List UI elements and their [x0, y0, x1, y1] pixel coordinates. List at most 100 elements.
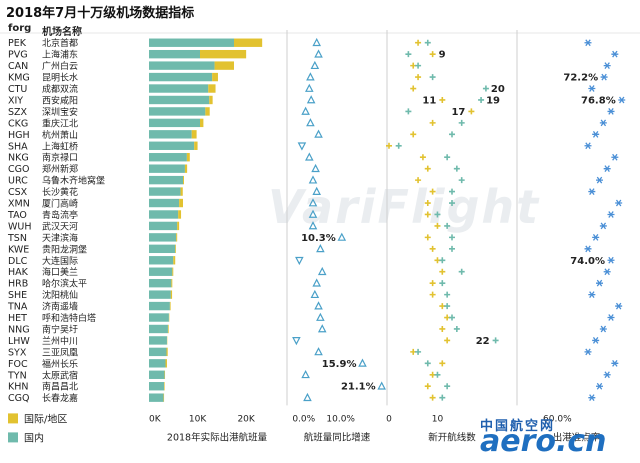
airport-code: XIY: [8, 95, 23, 106]
legend-label: 国内: [24, 431, 44, 444]
bar-international: [169, 301, 171, 311]
yoy-marker: [317, 324, 327, 333]
airport-name: 呼和浩特白塔: [42, 312, 96, 324]
column-header-name: 机场名称: [42, 27, 82, 38]
airport-name: 深圳宝安: [42, 106, 78, 118]
bar-international: [179, 198, 183, 208]
yoy-marker: [305, 152, 314, 161]
new-routes-domestic-marker: [482, 85, 489, 92]
bar-domestic: [149, 370, 165, 379]
new-routes-domestic-marker: [405, 108, 412, 115]
airport-name: 贵阳龙洞堡: [42, 243, 87, 255]
legend-label: 国际/地区: [24, 412, 67, 425]
airport-name: 北京首都: [42, 37, 78, 49]
tick-label: 20K: [237, 414, 255, 424]
airport-code: KWE: [8, 244, 29, 255]
bar-international: [184, 164, 188, 173]
yoy-marker: [314, 301, 323, 310]
bar-domestic: [149, 95, 210, 105]
punctuality-marker: [607, 314, 615, 321]
new-routes-domestic-marker: [405, 51, 412, 58]
punctuality-marker: [592, 233, 600, 241]
bar-international: [180, 187, 183, 196]
bar-domestic: [149, 347, 167, 357]
bar-domestic: [149, 221, 178, 231]
new-routes-domestic-marker: [449, 245, 455, 252]
airport-name: 南京禄口: [42, 152, 78, 164]
bar-domestic: [149, 61, 215, 70]
airport-name: 南宁吴圩: [42, 323, 78, 335]
new-routes-domestic-marker: [444, 303, 451, 310]
watermark: VariFlight: [268, 180, 541, 234]
airport-name: 天津滨海: [42, 232, 78, 244]
new-routes-domestic-marker: [449, 234, 455, 241]
punctuality-marker: [596, 176, 603, 184]
new-routes-intl-marker: [429, 119, 436, 126]
airport-code: CGQ: [8, 393, 29, 404]
yoy-marker: [303, 392, 312, 402]
new-routes-intl-marker: [424, 200, 431, 207]
airport-code: SYX: [8, 347, 27, 358]
punctuality-marker: [584, 142, 592, 150]
bar-international: [170, 290, 173, 299]
bar-international: [175, 244, 176, 254]
airport-name: 长春龙嘉: [42, 392, 78, 404]
bar-domestic: [149, 164, 185, 173]
bar-domestic: [149, 38, 234, 47]
punctuality-marker: [584, 39, 592, 47]
bar-domestic: [149, 49, 200, 59]
axis-label: 出港准点率: [553, 431, 601, 443]
axis-label: 新开航线数: [428, 431, 476, 443]
new-routes-domestic-marker: [449, 188, 455, 195]
airport-name: 西安咸阳: [42, 94, 78, 106]
column-header-code: forg: [8, 23, 32, 34]
punctuality-marker: [596, 279, 603, 287]
punctuality-marker: [584, 245, 592, 253]
punctuality-marker: [618, 96, 626, 104]
airport-code: TSN: [7, 233, 27, 244]
airport-code: HAK: [8, 267, 29, 278]
bar-domestic: [149, 233, 177, 242]
tick-label: 10.0%: [326, 414, 355, 424]
data-label: 15.9%: [322, 359, 357, 370]
bar-international: [173, 256, 176, 265]
yoy-marker: [308, 198, 318, 207]
punctuality-marker: [592, 337, 600, 344]
data-label: 74.0%: [570, 256, 605, 267]
airport-name: 青岛流亭: [42, 209, 78, 221]
bar-domestic: [149, 267, 173, 276]
yoy-marker: [314, 347, 323, 356]
punctuality-marker: [588, 85, 596, 92]
bar-international: [194, 141, 198, 150]
airport-name: 乌鲁木齐地窝堡: [42, 175, 105, 187]
punctuality-marker: [611, 153, 619, 161]
bar-international: [165, 359, 167, 368]
airport-name: 兰州中川: [42, 335, 78, 347]
bar-domestic: [149, 393, 164, 402]
punctuality-marker: [599, 325, 607, 333]
bar-international: [209, 95, 213, 105]
airport-code: CTU: [8, 84, 27, 95]
bar-domestic: [149, 118, 200, 128]
new-routes-intl-marker: [429, 51, 436, 58]
yoy-marker: [314, 49, 323, 58]
yoy-marker: [316, 244, 325, 253]
yoy-marker: [306, 118, 315, 127]
airport-code: SHA: [8, 141, 28, 152]
punctuality-marker: [588, 394, 596, 402]
new-routes-intl-marker: [424, 211, 431, 218]
airport-code: CKG: [8, 118, 28, 129]
yoy-marker: [301, 369, 310, 379]
airport-code: PEK: [8, 38, 27, 49]
bar-international: [214, 61, 234, 70]
bar-domestic: [149, 153, 187, 162]
punctuality-marker: [615, 302, 623, 310]
punctuality-marker: [611, 359, 619, 367]
yoy-marker: [358, 358, 367, 367]
bar-international: [234, 38, 263, 47]
airport-name: 福州长乐: [42, 358, 78, 370]
new-routes-intl-marker: [439, 325, 446, 332]
new-routes-intl-marker: [434, 222, 441, 229]
yoy-marker: [377, 381, 386, 390]
airport-name: 广州白云: [42, 60, 78, 72]
